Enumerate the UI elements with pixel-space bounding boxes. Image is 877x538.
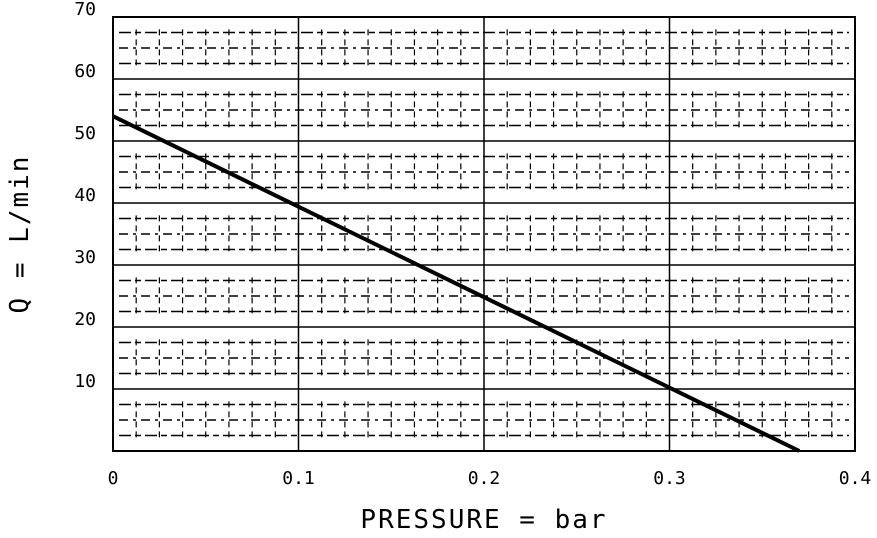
x-tick-label: 0 (108, 468, 119, 489)
y-tick-label: 50 (74, 123, 96, 144)
y-tick-label: 30 (74, 247, 96, 268)
plot-frame (112, 16, 856, 452)
x-axis-label: PRESSURE = bar (360, 505, 607, 535)
x-tick-label: 0.3 (653, 468, 686, 489)
x-tick-label: 0.2 (468, 468, 501, 489)
y-tick-label: 60 (74, 61, 96, 82)
y-axis-label: Q = L/min (5, 155, 35, 314)
x-tick-label: 0.1 (282, 468, 315, 489)
x-tick-labels: 0 0.1 0.2 0.3 0.4 (108, 468, 872, 489)
y-tick-label: 20 (74, 309, 96, 330)
y-tick-label: 40 (74, 185, 96, 206)
y-tick-labels: 10 20 30 40 50 60 70 (74, 0, 96, 392)
series (112, 114, 801, 453)
series-line (112, 114, 801, 453)
y-tick-label: 70 (74, 0, 96, 20)
x-tick-label: 0.4 (839, 468, 872, 489)
y-tick-label: 10 (74, 371, 96, 392)
